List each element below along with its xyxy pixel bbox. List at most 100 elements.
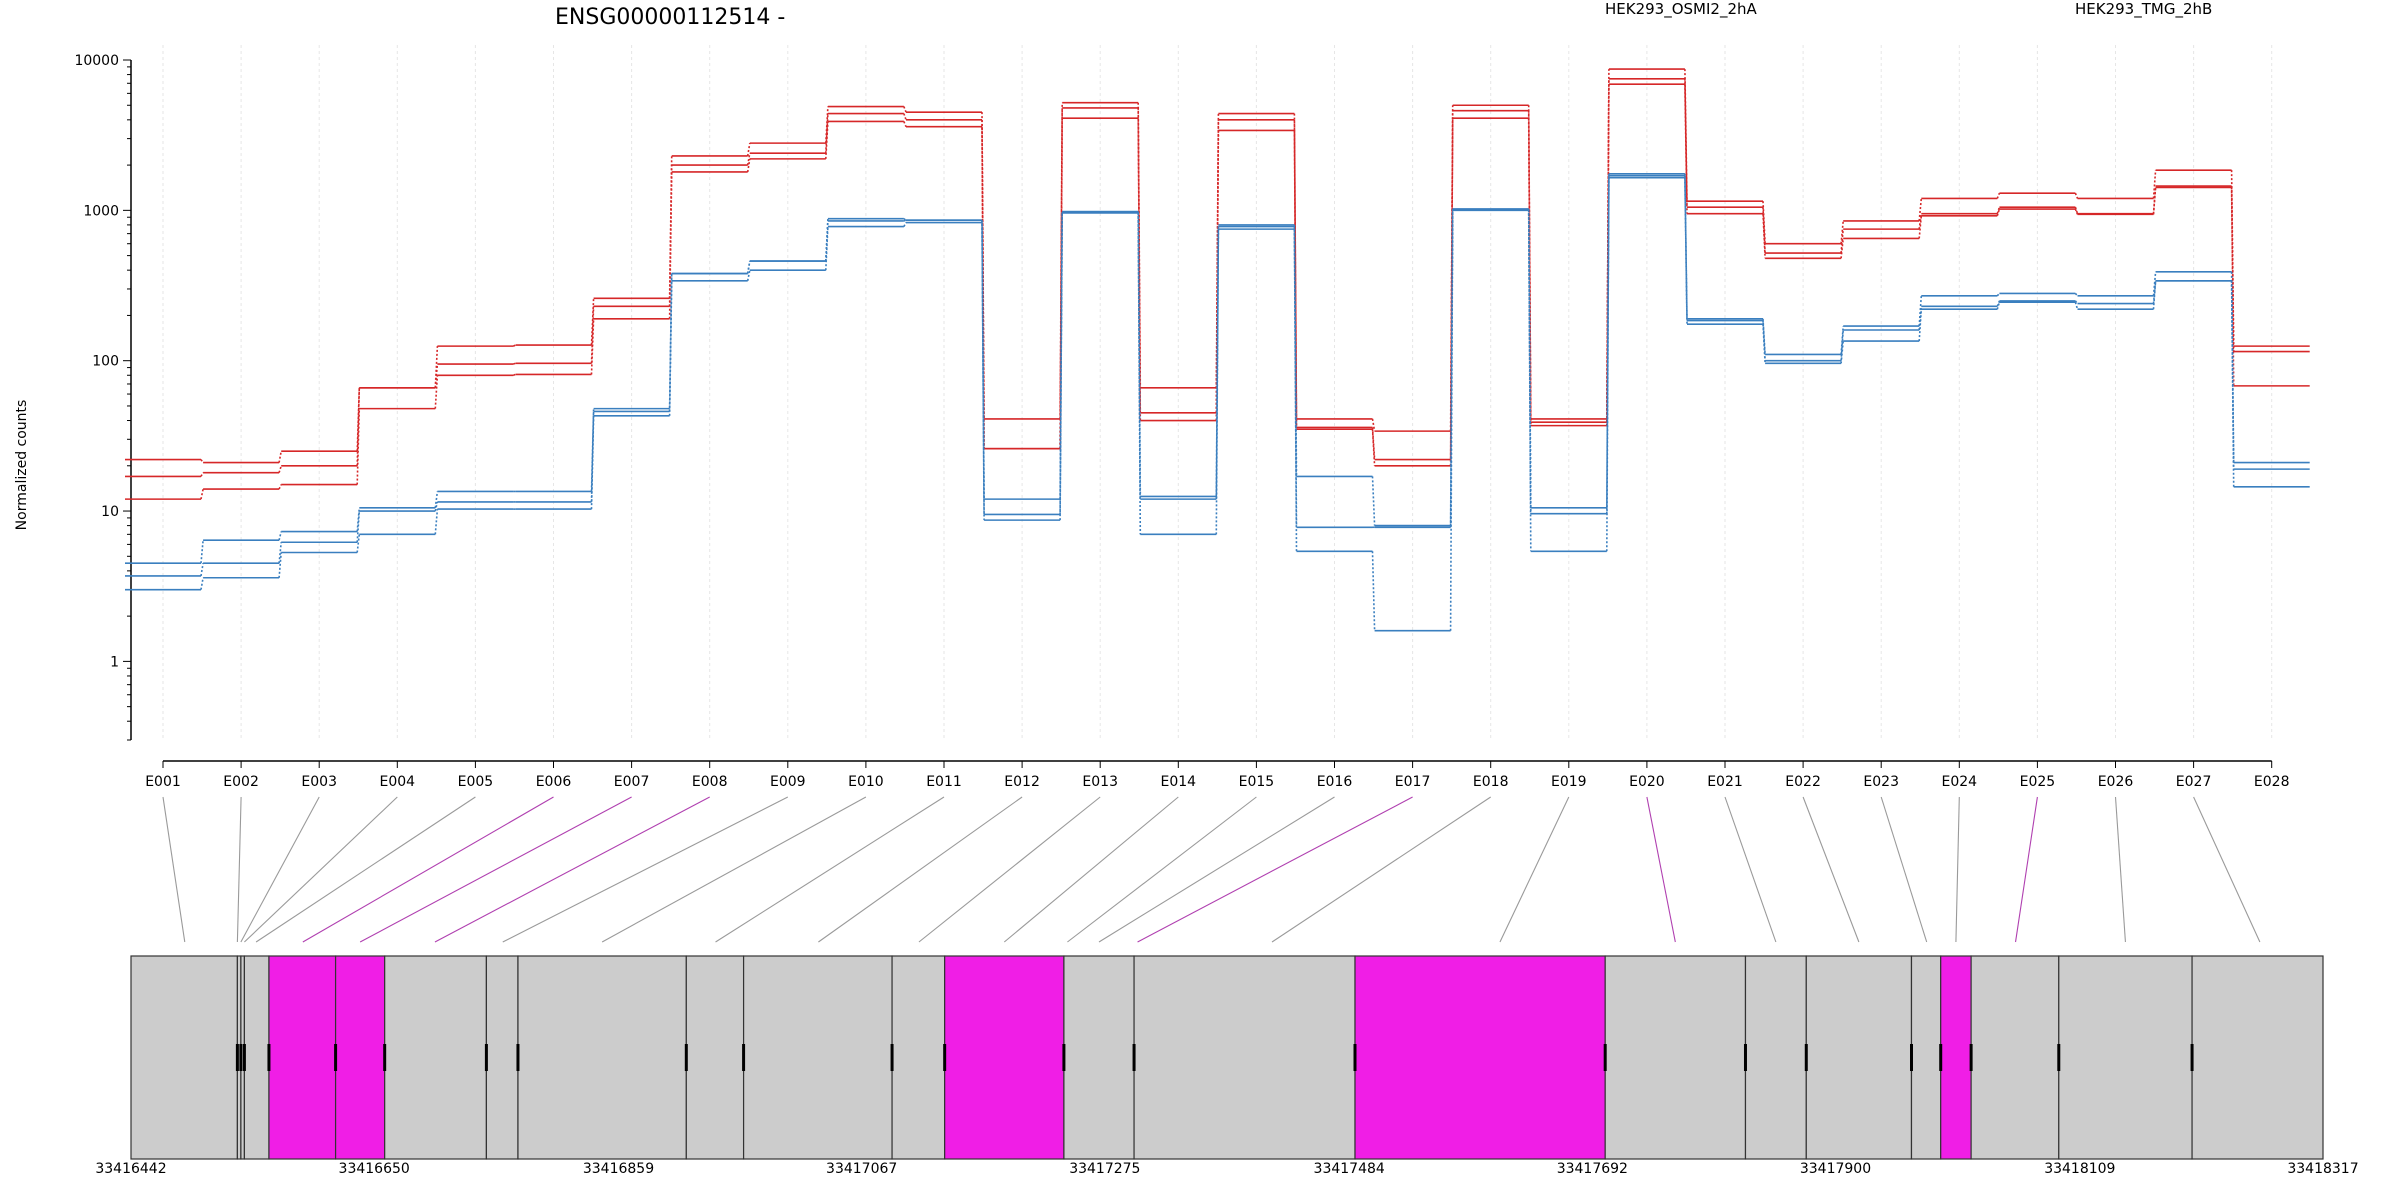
series-transition xyxy=(356,510,361,543)
coordinate-label: 33418317 xyxy=(2287,1161,2358,1177)
series-transition xyxy=(1684,177,1688,325)
exon-connector xyxy=(601,796,867,943)
series-transition xyxy=(1684,78,1688,208)
exon-block xyxy=(1940,955,1972,1160)
series-transition xyxy=(746,142,751,157)
x-tick-label: E010 xyxy=(848,774,884,790)
exon-connector xyxy=(240,796,320,943)
y-tick-label: 10000 xyxy=(74,53,119,69)
series-transition xyxy=(1215,229,1220,535)
exon-connector xyxy=(302,796,554,943)
exon-block xyxy=(1744,955,1807,1160)
series-transition xyxy=(513,373,516,377)
series-transition xyxy=(1996,301,2001,310)
x-tick-label: E017 xyxy=(1395,774,1431,790)
series-transition xyxy=(1059,211,1063,515)
x-tick-label: E012 xyxy=(1004,774,1040,790)
x-tick-label: E011 xyxy=(926,774,962,790)
series-transition xyxy=(1137,213,1142,535)
exon-block xyxy=(1063,955,1135,1160)
exon-block xyxy=(485,955,519,1160)
series-transition xyxy=(200,577,204,590)
series-transition xyxy=(668,171,673,319)
x-tick-label: E004 xyxy=(380,774,416,790)
exon-connector xyxy=(1955,796,1960,943)
x-axis: E001 E002 E003 E004 E005 E006 E007 E008 E009 E010… xyxy=(145,760,2289,790)
series-transition xyxy=(1371,551,1376,631)
series-transition xyxy=(2074,300,2079,305)
x-tick-label: E009 xyxy=(770,774,806,790)
series-transition xyxy=(2152,170,2157,199)
series-transition xyxy=(513,362,516,365)
y-axis: 1 10 100 1000 10000 xyxy=(74,53,132,741)
exon-block xyxy=(2058,955,2193,1160)
chart-title: ENSG00000112514 - xyxy=(555,5,785,30)
exon-block xyxy=(1604,955,1747,1160)
series-transition xyxy=(2230,187,2235,386)
exon-connector xyxy=(2193,796,2261,943)
exon-block xyxy=(243,955,270,1160)
series-transition xyxy=(2152,271,2157,296)
exon-connector xyxy=(502,796,789,943)
exon-block xyxy=(268,955,337,1160)
coordinate-label: 33417484 xyxy=(1314,1161,1385,1177)
series-transition xyxy=(1840,329,1844,361)
series-transition xyxy=(668,273,673,409)
series-transition xyxy=(1918,306,1923,331)
series-transition xyxy=(278,484,282,490)
coordinate-label: 33416859 xyxy=(583,1161,654,1177)
exon-connector xyxy=(715,796,945,943)
exon-block xyxy=(517,955,687,1160)
series-transition xyxy=(668,280,673,416)
series-transition xyxy=(1293,229,1298,552)
exon-connectors xyxy=(162,796,2261,943)
series-transition xyxy=(1918,213,1923,230)
exon-block xyxy=(1910,955,1942,1160)
series-transition xyxy=(1996,192,2001,199)
x-tick-label: E025 xyxy=(2020,774,2056,790)
exon-block xyxy=(944,955,1065,1160)
x-tick-label: E026 xyxy=(2098,774,2134,790)
exon-connector xyxy=(1724,796,1777,943)
exon-block xyxy=(1133,955,1356,1160)
series-5 xyxy=(125,176,2310,632)
series-transition xyxy=(903,113,907,121)
exon-connector xyxy=(255,796,476,943)
y-tick-label: 1 xyxy=(110,654,119,670)
exon-connector xyxy=(1499,796,1570,943)
series-transition xyxy=(1527,210,1532,552)
x-tick-label: E024 xyxy=(1942,774,1978,790)
exon-connector xyxy=(434,796,710,943)
exon-connector xyxy=(1003,796,1179,943)
series-transition xyxy=(1840,325,1844,355)
series-transition xyxy=(590,415,595,510)
series-transition xyxy=(434,509,439,535)
coordinate-label: 33418109 xyxy=(2044,1161,2115,1177)
series-transition xyxy=(903,121,907,128)
exon-connector xyxy=(2014,796,2038,943)
series-transition xyxy=(903,106,907,113)
y-axis-label: Normalized counts xyxy=(14,400,30,531)
exon-block xyxy=(1354,955,1606,1160)
exon-block xyxy=(891,955,946,1160)
y-tick-label: 10 xyxy=(101,504,119,520)
exon-connector xyxy=(359,796,632,943)
x-tick-label: E001 xyxy=(145,774,181,790)
series-transition xyxy=(1059,213,1063,521)
series-transition xyxy=(1996,206,2001,214)
exon-block xyxy=(1805,955,1913,1160)
coordinate-label: 33416442 xyxy=(95,1161,166,1177)
series-transition xyxy=(200,540,204,564)
coordinate-label: 33417067 xyxy=(826,1161,897,1177)
series-transition xyxy=(278,531,282,541)
x-tick-label: E003 xyxy=(301,774,337,790)
x-tick-label: E019 xyxy=(1551,774,1587,790)
series-transition xyxy=(1371,476,1376,526)
series-transition xyxy=(1996,292,2000,297)
exon-connector xyxy=(1880,796,1928,943)
series-transition xyxy=(746,270,751,281)
series-transition xyxy=(200,472,204,477)
x-tick-label: E002 xyxy=(223,774,259,790)
series-transition xyxy=(590,318,595,375)
series-transition xyxy=(200,563,204,577)
